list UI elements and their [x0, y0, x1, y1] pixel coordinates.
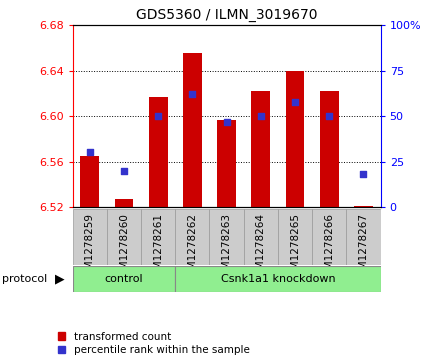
Point: [189, 91, 196, 97]
Text: GSM1278263: GSM1278263: [222, 213, 231, 283]
Point: [257, 113, 264, 119]
Legend: transformed count, percentile rank within the sample: transformed count, percentile rank withi…: [58, 332, 249, 355]
FancyBboxPatch shape: [141, 209, 175, 265]
FancyBboxPatch shape: [107, 209, 141, 265]
Point: [292, 99, 299, 105]
FancyBboxPatch shape: [312, 209, 346, 265]
Text: GSM1278265: GSM1278265: [290, 213, 300, 283]
Bar: [114, 199, 133, 207]
Bar: [320, 91, 339, 207]
Text: GSM1278266: GSM1278266: [324, 213, 334, 283]
Bar: [251, 91, 270, 207]
Text: Csnk1a1 knockdown: Csnk1a1 knockdown: [220, 274, 335, 284]
Title: GDS5360 / ILMN_3019670: GDS5360 / ILMN_3019670: [136, 8, 317, 22]
FancyBboxPatch shape: [278, 209, 312, 265]
FancyBboxPatch shape: [175, 266, 381, 292]
Bar: [217, 119, 236, 207]
Point: [223, 119, 230, 125]
FancyBboxPatch shape: [73, 266, 175, 292]
Bar: [149, 97, 168, 207]
Point: [360, 171, 367, 177]
Text: GSM1278259: GSM1278259: [85, 213, 95, 283]
FancyBboxPatch shape: [346, 209, 381, 265]
Text: protocol: protocol: [2, 274, 48, 284]
Point: [121, 168, 128, 174]
Text: GSM1278262: GSM1278262: [187, 213, 198, 283]
FancyBboxPatch shape: [175, 209, 209, 265]
Text: GSM1278264: GSM1278264: [256, 213, 266, 283]
FancyBboxPatch shape: [73, 209, 107, 265]
Point: [154, 113, 161, 119]
FancyBboxPatch shape: [209, 209, 244, 265]
Point: [326, 113, 333, 119]
Text: GSM1278267: GSM1278267: [359, 213, 368, 283]
Point: [86, 150, 93, 155]
Bar: [286, 71, 304, 207]
Text: control: control: [105, 274, 143, 284]
Text: ▶: ▶: [55, 273, 64, 286]
Bar: [81, 156, 99, 207]
Bar: [183, 53, 202, 207]
Bar: [354, 206, 373, 207]
FancyBboxPatch shape: [244, 209, 278, 265]
Text: GSM1278261: GSM1278261: [153, 213, 163, 283]
Text: GSM1278260: GSM1278260: [119, 213, 129, 283]
